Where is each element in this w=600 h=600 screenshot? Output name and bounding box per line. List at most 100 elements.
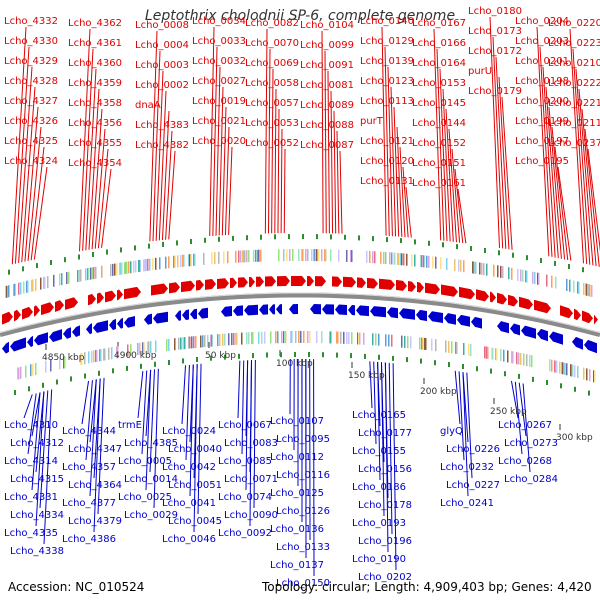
bottom-connector [462, 371, 469, 497]
bottom-connector [23, 394, 33, 419]
inner-marker [574, 386, 576, 392]
outer-feature-band [211, 252, 213, 265]
bottom-gene-label: Lcho_0273 [504, 438, 558, 449]
inner-feature-band [456, 342, 458, 354]
outer-feature-band [79, 269, 81, 282]
outer-feature-band [534, 272, 536, 285]
top-connector [161, 110, 170, 241]
inner-feature-band [248, 332, 250, 345]
bottom-connector [181, 365, 187, 425]
outer-marker [554, 260, 556, 266]
top-connector [24, 106, 39, 262]
outer-feature-band [180, 255, 182, 267]
outer-marker [526, 255, 528, 261]
top-connector [85, 68, 97, 251]
bottom-connector [197, 363, 202, 515]
bottom-connector [85, 380, 93, 461]
outer-feature-band [6, 285, 8, 298]
top-gene-label: Lcho_0020 [192, 136, 246, 147]
outer-feature-band [183, 254, 185, 267]
inner-feature-band [512, 351, 514, 364]
outer-feature-band [589, 284, 591, 297]
outer-feature-band [500, 265, 502, 278]
bottom-gene-label: Lcho_4347 [68, 444, 122, 455]
inner-feature-band [35, 363, 37, 375]
top-gene-label: Lcho_0027 [192, 76, 246, 87]
forward-gene-arrow [34, 305, 40, 317]
inner-feature-band [570, 364, 572, 377]
reverse-gene-arrow [198, 307, 208, 319]
inner-feature-band [500, 349, 502, 362]
outer-feature-band [5, 286, 7, 298]
outer-feature-band [27, 280, 29, 293]
outer-feature-band [526, 270, 528, 283]
scale-label: 100 kbp [276, 359, 313, 369]
outer-feature-band [307, 249, 309, 261]
bottom-connector [185, 364, 190, 461]
accession-text: Accession: NC_010524 [8, 580, 145, 594]
outer-feature-band [138, 260, 140, 272]
top-gene-label: Lcho_0099 [300, 40, 354, 51]
bottom-gene-label: Lcho_4385 [124, 438, 178, 449]
outer-feature-band [173, 255, 175, 268]
top-connector [399, 146, 406, 238]
bottom-gene-label: Lcho_4364 [68, 480, 122, 491]
reverse-gene-arrow [510, 323, 520, 336]
outer-marker [232, 235, 234, 241]
outer-marker [484, 248, 486, 253]
top-connector [79, 28, 91, 252]
forward-gene-arrow [367, 277, 378, 289]
inner-feature-band [150, 341, 152, 354]
bottom-connector [522, 383, 531, 473]
top-connector [158, 90, 167, 241]
top-connector [324, 50, 327, 234]
outer-feature-band [325, 249, 327, 262]
forward-gene-arrow [417, 281, 424, 293]
top-gene-label: Lcho_0033 [192, 36, 246, 47]
top-connector [336, 130, 340, 234]
inner-feature-band [84, 352, 86, 365]
outer-feature-band [421, 255, 423, 268]
inner-marker [462, 364, 464, 369]
bottom-connector [137, 371, 144, 419]
top-gene-label: Lcho_0053 [245, 118, 299, 129]
outer-feature-band [446, 258, 448, 270]
top-connector [581, 108, 597, 267]
bottom-gene-label: Lcho_0014 [124, 474, 178, 485]
top-connector [91, 108, 103, 250]
outer-marker [204, 237, 206, 243]
outer-feature-band [130, 261, 132, 274]
bottom-gene-label: Lcho_0125 [270, 488, 324, 499]
top-gene-label: Lcho_0089 [300, 100, 354, 111]
inner-feature-band [18, 367, 20, 380]
top-connector [209, 26, 215, 237]
forward-gene-arrow [169, 282, 180, 294]
inner-feature-band [340, 331, 342, 344]
outer-feature-band [400, 253, 402, 266]
outer-feature-band [258, 249, 260, 262]
inner-feature-band [448, 340, 450, 353]
top-gene-label: Lcho_4354 [68, 158, 122, 169]
bottom-gene-label: Lcho_4331 [4, 492, 58, 503]
outer-marker [358, 235, 360, 241]
outer-feature-band [61, 273, 63, 286]
top-connector [97, 148, 109, 249]
outer-feature-band [133, 260, 135, 273]
genome-summary-text: Topology: circular; Length: 4,909,403 bp… [262, 580, 592, 594]
bottom-connector [35, 391, 45, 473]
inner-marker [238, 353, 240, 359]
bottom-gene-label: Lcho_0095 [276, 434, 330, 445]
inner-feature-band [431, 338, 433, 351]
outer-feature-band [472, 261, 474, 274]
top-gene-label: Lcho_4324 [4, 156, 58, 167]
outer-feature-band [155, 257, 157, 270]
outer-feature-band [586, 283, 588, 296]
inner-feature-band [137, 343, 139, 355]
inner-feature-band [270, 331, 272, 344]
forward-gene-arrow [459, 286, 475, 300]
inner-feature-band [295, 331, 297, 343]
top-connector [11, 26, 27, 265]
inner-feature-band [523, 353, 525, 366]
bottom-gene-label: Lcho_0051 [168, 480, 222, 491]
outer-feature-band [298, 249, 300, 261]
